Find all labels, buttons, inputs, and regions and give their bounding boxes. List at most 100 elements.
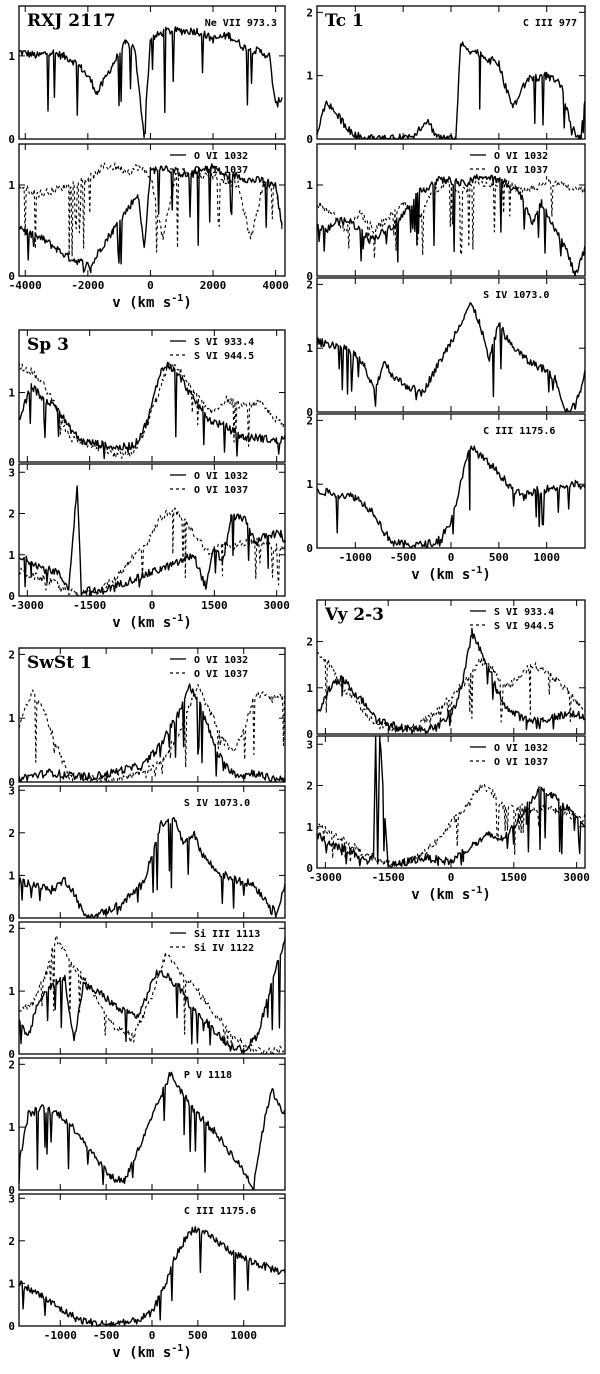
series-line-c-iii-1175.6 bbox=[316, 445, 586, 549]
series-line-s-vi-933.4 bbox=[18, 361, 286, 460]
x-tick-label: 1000 bbox=[230, 1329, 257, 1342]
y-tick-label: 2 bbox=[8, 1235, 15, 1248]
panel-1: 0 1 -4000 -2000 0 2000 4000 O VI 1032 O VI 1037 v… bbox=[8, 143, 289, 311]
y-tick-label: 1 bbox=[8, 50, 15, 63]
y-tick-label: 1 bbox=[8, 179, 15, 192]
line-label: S IV 1073.0 bbox=[483, 290, 549, 301]
x-axis-label-tail: ) bbox=[183, 295, 191, 311]
y-tick-label: 0 bbox=[8, 1048, 15, 1061]
y-tick-label: 2 bbox=[306, 636, 313, 649]
series-line-o-vi-1032 bbox=[316, 174, 586, 277]
y-tick-label: 3 bbox=[8, 466, 15, 479]
panel-5: 0 1 2 3 S IV 1073.0 bbox=[8, 784, 286, 925]
legend-label: Si IV 1122 bbox=[194, 942, 254, 954]
y-tick-label: 2 bbox=[8, 508, 15, 521]
y-tick-label: 1 bbox=[8, 1277, 15, 1290]
panel-6: 0 1 2 Si III 1113 Si IV 1122 bbox=[8, 921, 286, 1061]
series-line-o-vi-1037 bbox=[18, 683, 286, 783]
panel-3: 0 1 2 3 -3000 -1500 0 1500 3000 O VI 1032 O VI 103… bbox=[8, 463, 290, 631]
object-name: SwSt 1 bbox=[27, 653, 92, 673]
x-tick-label: 0 bbox=[149, 599, 156, 612]
object-name: Vy 2-3 bbox=[324, 605, 384, 625]
panel-11: 0 1 2 S IV 1073.0 bbox=[306, 277, 586, 419]
legend-label: O VI 1037 bbox=[494, 757, 548, 768]
line-label: Ne VII 973.3 bbox=[205, 18, 277, 29]
x-axis-label-exponent: -1 bbox=[171, 613, 183, 624]
legend-label: S VI 944.5 bbox=[494, 621, 554, 632]
y-tick-label: 1 bbox=[8, 1121, 15, 1134]
legend-label: O VI 1037 bbox=[494, 165, 548, 176]
x-axis-label-main: v (km s bbox=[411, 567, 470, 583]
x-tick-label: -1000 bbox=[339, 551, 372, 564]
y-tick-label: 0 bbox=[306, 728, 313, 741]
y-tick-label: 3 bbox=[8, 784, 15, 797]
panel-frame bbox=[316, 143, 586, 277]
series-line-si-iv-1122 bbox=[18, 935, 286, 1055]
series-line-o-vi-1032 bbox=[316, 735, 586, 869]
legend-label: O VI 1032 bbox=[494, 151, 548, 162]
y-tick-label: 2 bbox=[306, 278, 313, 291]
series-line-s-vi-933.4 bbox=[316, 627, 586, 734]
series-line-o-vi-1037 bbox=[18, 507, 286, 597]
legend-label: S VI 933.4 bbox=[494, 607, 554, 618]
panel-frame bbox=[18, 143, 286, 277]
x-tick-label: -4000 bbox=[9, 279, 42, 292]
legend-label: O VI 1037 bbox=[194, 485, 248, 496]
y-tick-label: 0 bbox=[306, 862, 313, 875]
x-tick-label: -1000 bbox=[44, 1329, 77, 1342]
x-axis-label: v (km s-1) bbox=[411, 565, 491, 583]
y-tick-label: 0 bbox=[8, 270, 15, 283]
line-label: C III 977 bbox=[523, 18, 577, 29]
x-tick-label: -2000 bbox=[71, 279, 104, 292]
y-tick-label: 1 bbox=[306, 821, 313, 834]
x-axis-label-tail: ) bbox=[482, 567, 490, 583]
panel-14: 0 1 2 3 -3000 -1500 0 1500 3000 O VI 1032 O VI 103… bbox=[306, 735, 590, 903]
line-label: C III 1175.6 bbox=[184, 1206, 256, 1217]
x-tick-label: 4000 bbox=[262, 279, 289, 292]
object-name: Sp 3 bbox=[27, 335, 69, 355]
x-axis-label-exponent: -1 bbox=[171, 293, 183, 304]
x-axis-label: v (km s-1) bbox=[112, 293, 192, 311]
legend-label: O VI 1037 bbox=[194, 669, 248, 680]
series-line-o-vi-1032 bbox=[18, 485, 286, 596]
x-tick-label: 3000 bbox=[563, 871, 590, 884]
legend-label: O VI 1032 bbox=[194, 471, 248, 482]
y-tick-label: 1 bbox=[8, 712, 15, 725]
y-tick-label: 0 bbox=[306, 270, 313, 283]
y-tick-label: 0 bbox=[306, 406, 313, 419]
y-tick-label: 1 bbox=[8, 387, 15, 400]
series-line-o-vi-1037 bbox=[316, 176, 586, 259]
line-label: S IV 1073.0 bbox=[184, 798, 250, 809]
x-axis-label-exponent: -1 bbox=[470, 565, 482, 576]
line-label: C III 1175.6 bbox=[483, 426, 555, 437]
x-tick-label: -1500 bbox=[372, 871, 405, 884]
y-tick-label: 2 bbox=[306, 414, 313, 427]
object-name: Tc 1 bbox=[325, 11, 364, 31]
series-line-c-iii-977 bbox=[316, 41, 586, 140]
series-line-c-iii-1175.6 bbox=[18, 1226, 286, 1327]
series-line-si-iii-1113 bbox=[18, 937, 286, 1054]
x-tick-label: 3000 bbox=[263, 599, 290, 612]
legend-label: S VI 944.5 bbox=[194, 351, 254, 362]
y-tick-label: 0 bbox=[306, 133, 313, 146]
panel-0: 0 1 RXJ 2117 Ne VII 973.3 bbox=[8, 5, 286, 146]
legend-label: O VI 1037 bbox=[194, 165, 248, 176]
y-tick-label: 3 bbox=[8, 1192, 15, 1205]
panel-frame bbox=[18, 5, 286, 140]
series-line-o-vi-1037 bbox=[18, 162, 283, 258]
y-tick-label: 0 bbox=[8, 1184, 15, 1197]
x-tick-label: -1500 bbox=[73, 599, 106, 612]
y-tick-label: 2 bbox=[306, 780, 313, 793]
x-tick-label: 1500 bbox=[201, 599, 228, 612]
series-line-s-vi-944.5 bbox=[316, 652, 586, 734]
x-tick-label: 2000 bbox=[200, 279, 227, 292]
x-axis-label-tail: ) bbox=[482, 887, 490, 903]
x-axis-label-main: v (km s bbox=[411, 887, 470, 903]
x-axis-label-tail: ) bbox=[183, 1345, 191, 1361]
series-line-o-vi-1032 bbox=[18, 163, 283, 274]
legend-label: O VI 1032 bbox=[194, 151, 248, 162]
panel-4: 0 1 2 SwSt 1 O VI 1032 O VI 1037 bbox=[8, 647, 286, 789]
x-tick-label: 0 bbox=[147, 279, 154, 292]
x-axis-label: v (km s-1) bbox=[112, 1343, 192, 1361]
